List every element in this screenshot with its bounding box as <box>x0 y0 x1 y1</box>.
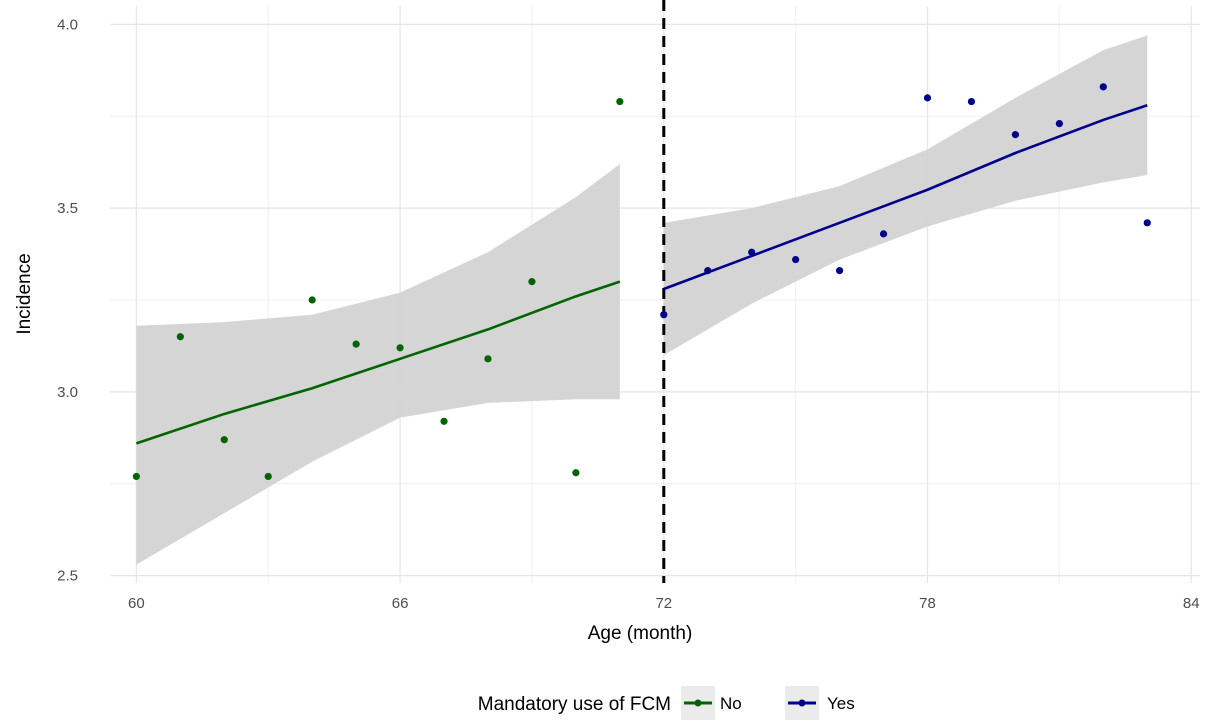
data-point-no <box>132 472 140 481</box>
data-point-yes <box>835 267 844 275</box>
data-point-no <box>264 472 272 481</box>
legend-label-yes: Yes <box>827 694 855 713</box>
data-point-no <box>440 417 448 425</box>
y-axis-ticks: 2.5 3.0 3.5 4.0 <box>57 16 78 584</box>
data-point-yes <box>967 97 976 106</box>
data-point-no <box>528 278 536 286</box>
data-point-yes <box>1011 131 1020 139</box>
data-point-no <box>616 97 624 106</box>
data-point-no <box>396 344 404 352</box>
fit-line-no <box>135 280 621 445</box>
data-point-yes <box>923 94 932 102</box>
data-point-no <box>572 469 580 477</box>
x-tick-label: 66 <box>392 595 409 612</box>
x-tick-label: 60 <box>128 595 145 612</box>
data-point-yes <box>1055 120 1063 128</box>
data-point-yes <box>1099 83 1107 91</box>
confidence-bands <box>136 35 1148 565</box>
grid-lines <box>110 6 1200 583</box>
data-point-no <box>220 436 228 444</box>
data-point-yes <box>748 248 756 256</box>
x-tick-label: 72 <box>655 595 672 612</box>
data-point-yes <box>792 255 800 264</box>
fit-lines <box>135 103 1148 445</box>
y-axis-title: Incidence <box>14 253 35 334</box>
data-point-no <box>352 340 360 348</box>
legend-title: Mandatory use of FCM <box>478 694 671 715</box>
legend-label-no: No <box>720 694 742 713</box>
x-tick-label: 84 <box>1183 595 1200 612</box>
y-tick-label: 2.5 <box>57 568 78 585</box>
data-point-no <box>308 296 316 304</box>
legend-key-yes-point <box>798 699 806 707</box>
confidence-band-yes <box>663 35 1148 356</box>
x-axis-ticks: 60 66 72 78 84 <box>128 595 1200 612</box>
x-tick-label: 78 <box>919 595 936 612</box>
data-point-no <box>484 355 492 363</box>
x-axis-title: Age (month) <box>588 623 693 644</box>
y-tick-label: 3.0 <box>57 384 78 401</box>
data-point-yes <box>660 311 668 319</box>
data-points <box>132 83 1151 481</box>
y-tick-label: 3.5 <box>57 200 78 217</box>
legend: Mandatory use of FCM No Yes <box>478 686 855 720</box>
data-point-yes <box>704 267 712 275</box>
data-point-yes <box>879 230 888 238</box>
y-tick-label: 4.0 <box>57 16 78 33</box>
fit-line-yes <box>663 103 1148 291</box>
data-point-yes <box>1143 219 1151 227</box>
data-point-no <box>176 333 184 341</box>
legend-key-no-point <box>694 699 702 707</box>
confidence-band-no <box>136 164 620 565</box>
